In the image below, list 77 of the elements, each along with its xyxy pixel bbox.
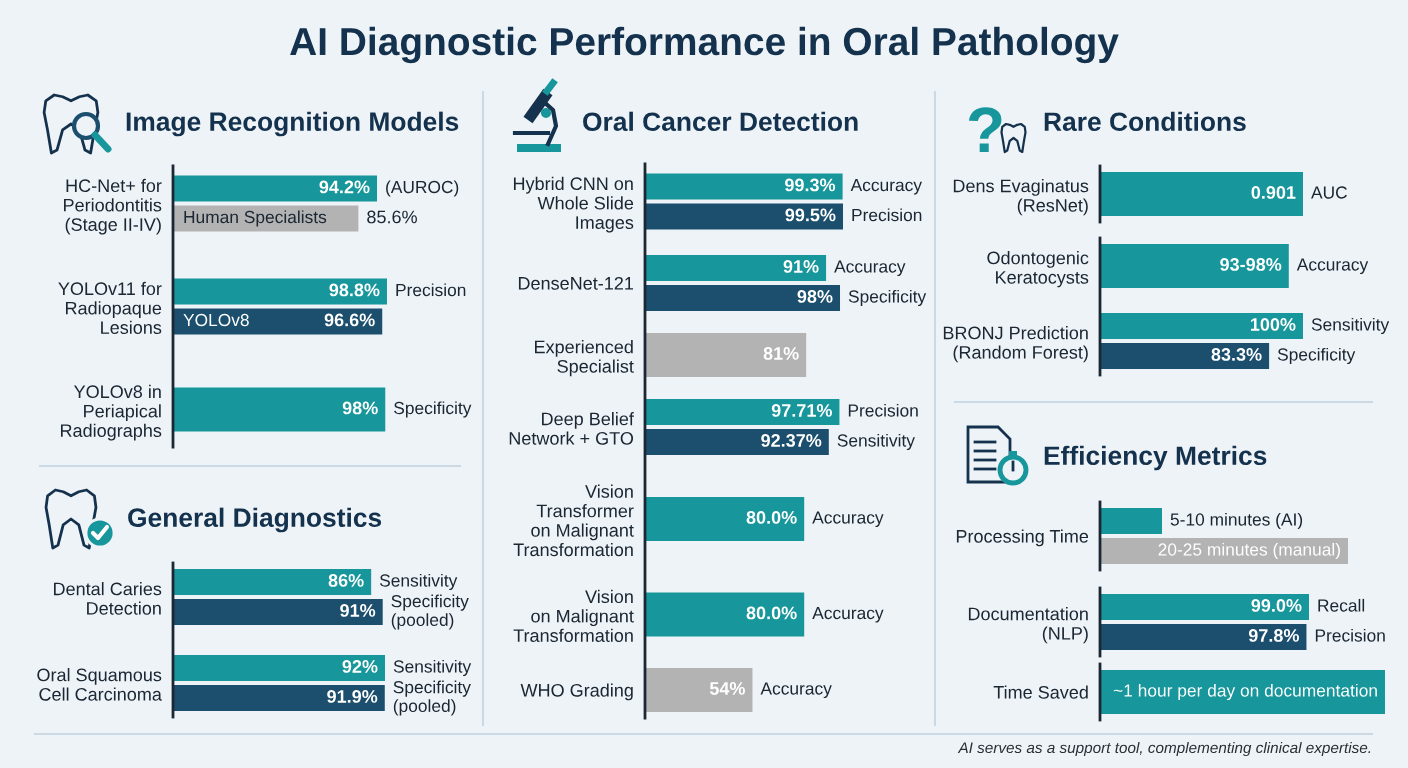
y-tick-label: BRONJ Prediction (Random Forest) (943, 326, 1088, 363)
y-tick-label: Dens Evaginatus (ResNet) (953, 179, 1089, 216)
y-tick-label: Dental Caries Detection (53, 582, 162, 615)
series-label: Specificity (394, 401, 472, 418)
series-label: Sensitivity (837, 433, 915, 451)
chart-title: Efficiency Metrics (1044, 445, 1267, 471)
data-label: 97.8% (1248, 629, 1299, 642)
text: Specificity (pooled) (393, 680, 471, 716)
y-tick-label: YOLOv8 in Periapical Radiographs (61, 384, 162, 441)
series-label: Accuracy (834, 260, 906, 277)
chart-title: General Diagnostics (128, 507, 382, 533)
data-label: 91% (340, 604, 376, 617)
data-label: 85.6% (367, 210, 417, 224)
series-label: YOLOv8 (183, 313, 249, 327)
data-label: 92.37% (761, 434, 822, 447)
y-tick-label: DenseNet-121 (518, 276, 634, 290)
text: AI Diagnostic Performance in Oral Pathology (290, 26, 1119, 64)
y-tick-label: Hybrid CNN on Whole Slide Images (513, 176, 634, 233)
text: Precision (848, 403, 918, 417)
text: Sensitivity (393, 659, 472, 677)
y-tick-label: Processing Time (956, 529, 1089, 547)
series-label: Specificity (pooled) (391, 594, 469, 630)
series-label: Precision (852, 208, 922, 222)
data-label: 91% (783, 260, 819, 273)
text: Accuracy (760, 682, 832, 699)
series-label: Recall (1318, 598, 1365, 612)
data-label: 54% (709, 682, 745, 695)
data-label: 0.901 (1251, 186, 1296, 199)
data-label: 5-10 minutes (AI) (1170, 512, 1303, 530)
data-label: 98% (342, 401, 378, 415)
data-label: 86% (328, 574, 364, 587)
data-label: 91.9% (327, 690, 378, 703)
y-tick-label: WHO Grading (520, 683, 633, 701)
text: Accuracy (850, 179, 922, 195)
series-label: Sensitivity (379, 573, 458, 591)
data-label: 98.8% (329, 283, 380, 297)
y-tick-label: Vision on Malignant Transformation (513, 589, 634, 642)
data-label: 94.2% (319, 180, 370, 194)
y-tick-label: Oral Squamous Cell Carcinoma (37, 668, 162, 701)
data-label: 93-98% (1220, 258, 1282, 271)
data-label: 80.0% (746, 606, 797, 620)
data-label: 99.3% (785, 178, 836, 192)
data-label: 83.3% (1211, 348, 1262, 361)
y-tick-label: Odontogenic Keratocysts (987, 251, 1089, 288)
y-tick-label: Experienced Specialist (535, 340, 634, 377)
data-label: 99.5% (785, 208, 836, 222)
series-label: Accuracy (1296, 258, 1369, 275)
y-tick-label: Deep Belief Network + GTO (509, 412, 634, 445)
series-label: (AUROC) (386, 180, 459, 197)
text: Accuracy (812, 511, 884, 528)
data-label: 100% (1250, 318, 1296, 331)
data-label: 92% (342, 660, 378, 673)
series-label: Precision (1315, 628, 1385, 642)
series-label: Sensitivity (1311, 317, 1390, 335)
data-label: 98% (797, 290, 833, 303)
y-tick-label: YOLOv11 for Radiopaque Lesions (58, 281, 162, 334)
series-label: AUC (1311, 186, 1347, 199)
data-label: 81% (763, 347, 799, 360)
y-tick-label: HC-Net+ for Periodontitis (Stage II-IV) (64, 178, 162, 235)
data-label: 20-25 minutes (manual) (1158, 542, 1340, 560)
data-label: 96.6% (324, 313, 375, 327)
data-label: ~1 hour per day on documentation (1113, 683, 1377, 701)
chart-subtitle: Image Recognition Models (126, 111, 459, 137)
text: Accuracy (812, 607, 884, 623)
series-label: Human Specialists (184, 210, 327, 227)
y-tick-label: Documentation (NLP) (968, 607, 1088, 644)
annotation: AI serves as a support tool, complementing clinical expertise. (957, 741, 1371, 757)
y-tick-label: Vision Transformer on Malignant Transformation (513, 484, 634, 557)
y-tick-label: Time Saved (993, 685, 1088, 699)
chart-title: Oral Cancer Detection (583, 111, 858, 132)
data-label: 97.71% (771, 404, 832, 417)
data-label: 99.0% (1251, 599, 1302, 612)
data-label: 80.0% (746, 511, 797, 524)
series-label: Precision (396, 283, 466, 297)
series-label: Specificity (1277, 347, 1356, 365)
chart-title: Rare Conditions (1044, 111, 1246, 132)
series-label: Specificity (848, 289, 927, 307)
